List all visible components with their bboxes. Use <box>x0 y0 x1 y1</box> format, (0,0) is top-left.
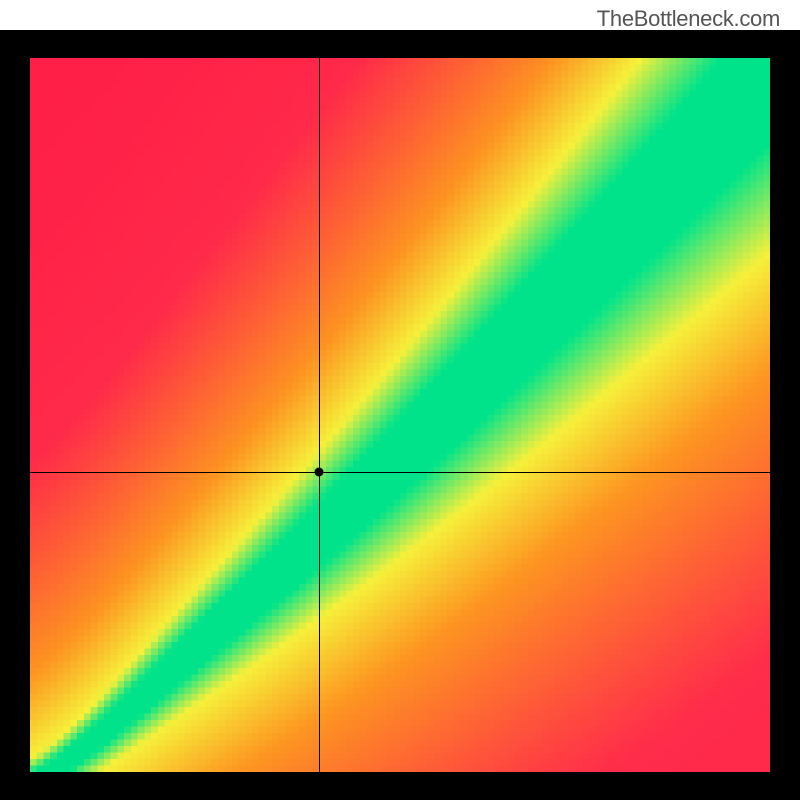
crosshair-marker <box>314 468 323 477</box>
chart-frame <box>0 30 800 800</box>
chart-container: TheBottleneck.com <box>0 0 800 800</box>
crosshair-vertical <box>319 58 320 772</box>
watermark-label: TheBottleneck.com <box>597 6 780 32</box>
crosshair-horizontal <box>30 472 770 473</box>
heatmap-canvas <box>30 58 770 772</box>
heatmap-plot <box>30 58 770 772</box>
